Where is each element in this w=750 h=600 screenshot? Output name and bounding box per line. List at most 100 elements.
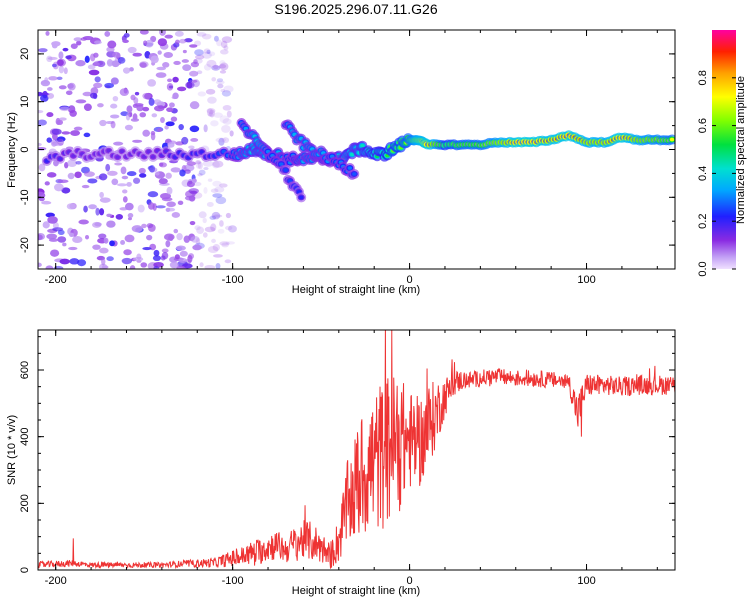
noise-blob [215,137,227,143]
noise-blob [211,238,216,244]
noise-blob [185,81,195,89]
noise-blob [202,232,208,238]
snr-panel: -200 -100 0 100 0 200 400 600 Height of straig… [6,329,676,597]
noise-blob [214,186,225,193]
noise-blob [197,161,203,170]
noise-blob [46,172,57,178]
noise-blob [58,51,64,60]
noise-blob [67,83,74,89]
noise-blob [147,79,157,87]
track-core [119,149,125,154]
noise-blob [138,167,146,174]
noise-blob [129,67,134,72]
noise-blob [222,105,232,111]
noise-blob [44,181,50,186]
track-core [57,156,63,161]
noise-blob [165,240,171,248]
noise-blob [54,183,64,192]
noise-blob [81,184,90,189]
noise-blob [136,253,142,260]
noise-blob [38,142,42,147]
snr-x-ticks: -200 -100 0 100 [45,330,658,587]
noise-blob [110,120,116,129]
snr-y-ticks: 0 200 400 600 [19,336,675,573]
noise-blob [119,88,129,97]
noise-blob [212,254,223,258]
noise-blob [201,51,212,59]
noise-blob [215,196,227,205]
noise-blob [126,171,137,177]
noise-blob [189,125,200,133]
noise-blob [111,178,119,186]
track-core [352,172,357,176]
noise-blob [95,207,100,216]
noise-blob [165,207,171,212]
track-core [150,155,156,159]
noise-blob [134,103,144,107]
snr-x-tick-label: -100 [222,575,244,587]
noise-blob [54,138,63,142]
noise-blob [55,117,61,125]
noise-blob [214,35,219,42]
spectrogram-x-tick-label: -200 [45,274,67,286]
noise-blob [220,49,229,55]
noise-blob [152,255,161,262]
noise-blob [147,223,156,232]
noise-blob [89,53,96,62]
noise-blob [189,101,200,110]
noise-blob [38,196,45,202]
noise-blob [212,243,221,252]
noise-blob [219,70,227,74]
noise-blob [99,119,107,127]
noise-blob [178,123,184,131]
noise-blob [140,262,148,268]
noise-blob [132,139,143,143]
track-core [299,195,304,200]
noise-blob [221,90,232,97]
noise-blob [38,48,48,53]
noise-blob [148,202,155,210]
noise-blob [190,235,200,243]
noise-blob [178,257,187,263]
noise-blob [222,118,232,125]
noise-blob [47,87,53,91]
noise-blob [209,109,215,118]
noise-blob [211,65,221,71]
noise-blob [221,124,231,133]
noise-blob [172,76,179,83]
noise-blob [155,205,166,209]
noise-blob [142,92,151,100]
noise-blob [107,170,118,176]
snr-y-tick-label: 600 [19,361,31,379]
noise-blob [209,215,217,220]
noise-blob [66,203,76,210]
noise-blob [122,196,128,203]
noise-blob [139,30,149,35]
track-core [146,149,151,154]
noise-blob [56,58,67,67]
noise-blob [212,64,219,70]
snr-x-label: Height of straight line (km) [292,585,420,597]
spectrogram-y-label: Frequency (Hz) [6,112,18,188]
noise-blob [127,213,134,218]
track-core [360,143,365,148]
noise-blob [171,211,181,218]
noise-blob [223,85,234,93]
noise-blob [58,117,67,121]
noise-blob [218,137,225,146]
noise-blob [89,92,98,99]
noise-blob [83,205,88,213]
snr-frame [37,329,676,571]
noise-blob [211,77,217,82]
noise-blob [205,88,216,95]
noise-blob [211,160,220,169]
noise-blob [107,40,117,49]
noise-blob [207,96,217,104]
noise-blob [47,92,55,99]
spectrogram-x-ticks: -200 -100 0 100 [45,30,658,286]
noise-blob [228,225,237,233]
noise-blob [147,191,159,198]
noise-blob [158,178,168,185]
noise-blob [73,37,83,42]
noise-blob [124,124,133,131]
